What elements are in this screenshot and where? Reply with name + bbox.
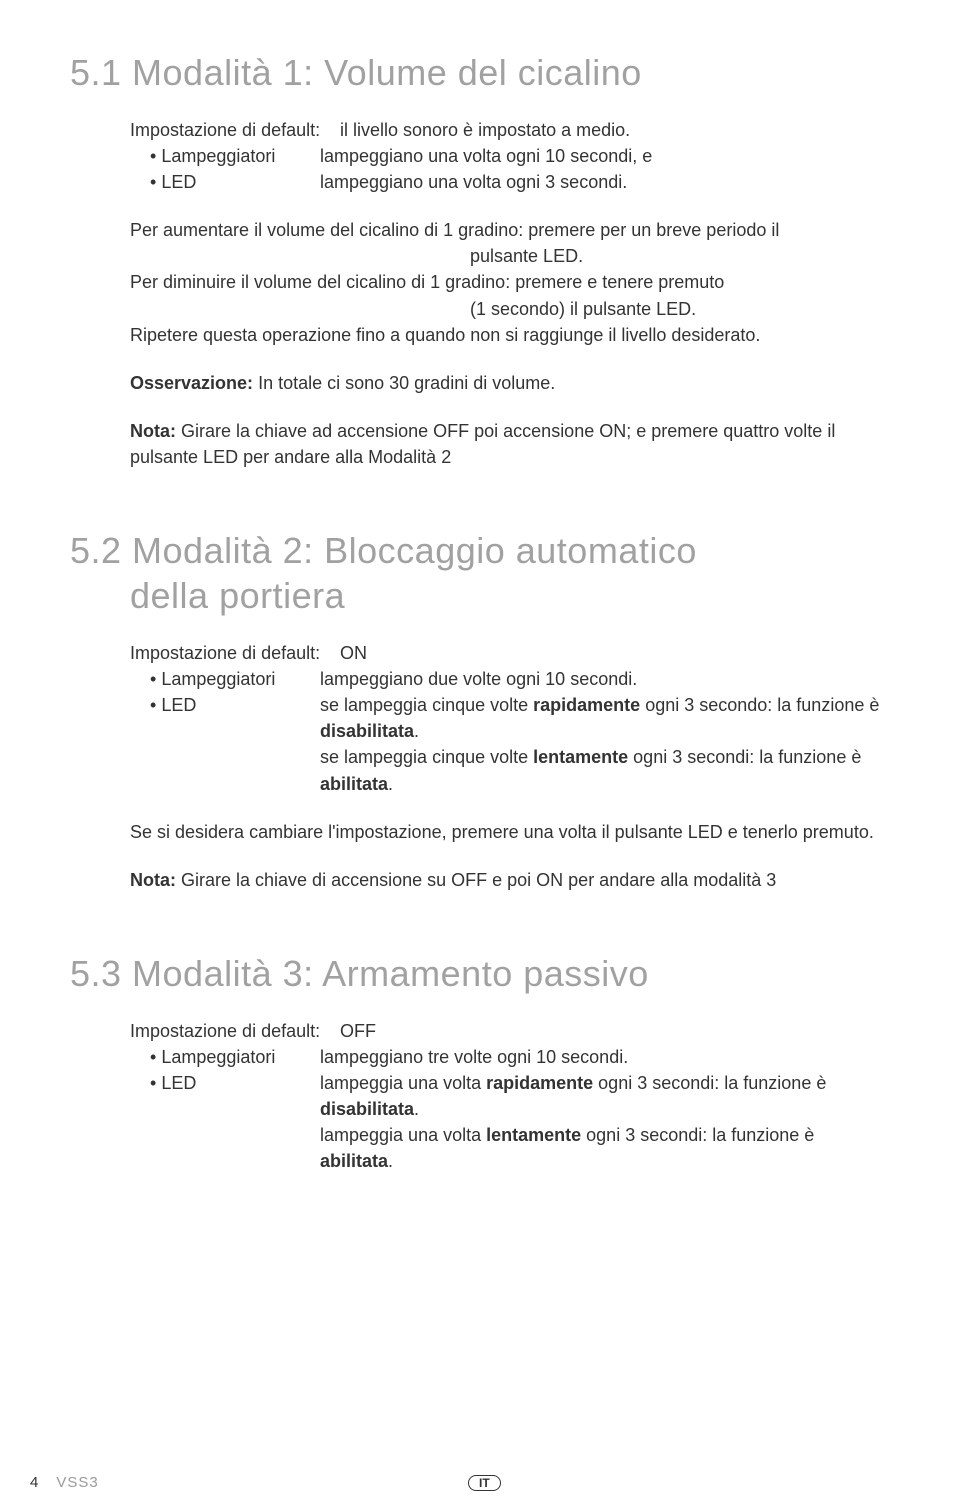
default-label: Impostazione di default: <box>130 117 340 143</box>
bullet-led-value-2: se lampeggia cinque volte rapidamente og… <box>320 692 890 796</box>
bullet-lampeggiatori: Lampeggiatori <box>130 143 320 169</box>
bullet-led-value-3: lampeggia una volta rapidamente ogni 3 s… <box>320 1070 890 1174</box>
s3-led-2b: lentamente <box>486 1125 581 1145</box>
footer-code: VSS3 <box>56 1474 98 1491</box>
default-value-2: ON <box>340 640 890 666</box>
s3-led-1e: . <box>414 1099 419 1119</box>
s2-led-2d: abilitata <box>320 774 388 794</box>
s2-led-1d: disabilitata <box>320 721 414 741</box>
bullet-lampeggiatori-3: Lampeggiatori <box>130 1044 320 1070</box>
s2-led-1a: se lampeggia cinque volte <box>320 695 533 715</box>
s2-led-2e: . <box>388 774 393 794</box>
s2-led-2b: lentamente <box>533 747 628 767</box>
section-5-2-heading: 5.2 Modalità 2: Bloccaggio automatico de… <box>70 528 890 618</box>
bullet-lampeggiatori-value: lampeggiano una volta ogni 10 secondi, e <box>320 143 890 169</box>
bullet-lampeggiatori-value-3: lampeggiano tre volte ogni 10 secondi. <box>320 1044 890 1070</box>
nota-label: Nota: <box>130 421 176 441</box>
section-5-3-body: Impostazione di default: OFF Lampeggiato… <box>70 1018 890 1175</box>
default-setting-block-2: Impostazione di default: ON Lampeggiator… <box>130 640 890 797</box>
increase-line-1: Per aumentare il volume del cicalino di … <box>130 217 890 243</box>
default-label-3: Impostazione di default: <box>130 1018 340 1044</box>
bullet-led-value: lampeggiano una volta ogni 3 secondi. <box>320 169 890 195</box>
default-setting-block-3: Impostazione di default: OFF Lampeggiato… <box>130 1018 890 1175</box>
bullet-lampeggiatori-2: Lampeggiatori <box>130 666 320 692</box>
nota-body-2: Girare la chiave di accensione su OFF e … <box>176 870 776 890</box>
page-footer: 4 VSS3 IT <box>30 1474 930 1491</box>
nota-text-2: Nota: Girare la chiave di accensione su … <box>130 867 890 893</box>
s3-led-2e: . <box>388 1151 393 1171</box>
increase-line-2: pulsante LED. <box>130 243 890 269</box>
default-setting-block: Impostazione di default: il livello sono… <box>130 117 890 195</box>
decrease-line-1: Per diminuire il volume del cicalino di … <box>130 269 890 295</box>
section-5-2-body: Impostazione di default: ON Lampeggiator… <box>70 640 890 893</box>
bullet-lampeggiatori-value-2: lampeggiano due volte ogni 10 secondi. <box>320 666 890 692</box>
bullet-led-3: LED <box>130 1070 320 1174</box>
change-setting-text: Se si desidera cambiare l'impostazione, … <box>130 819 890 845</box>
nota-text: Nota: Girare la chiave ad accensione OFF… <box>130 418 890 470</box>
repeat-text: Ripetere questa operazione fino a quando… <box>130 322 890 348</box>
page-number: 4 <box>30 1474 38 1491</box>
observation-body: In totale ci sono 30 gradini di volume. <box>253 373 555 393</box>
s2-led-1b: rapidamente <box>533 695 640 715</box>
decrease-volume-text: Per diminuire il volume del cicalino di … <box>130 269 890 321</box>
increase-volume-text: Per aumentare il volume del cicalino di … <box>130 217 890 269</box>
decrease-line-2: (1 secondo) il pulsante LED. <box>130 296 890 322</box>
nota-body: Girare la chiave ad accensione OFF poi a… <box>130 421 835 467</box>
s3-led-1a: lampeggia una volta <box>320 1073 486 1093</box>
nota-label-2: Nota: <box>130 870 176 890</box>
s2-led-1c: ogni 3 secondo: la funzione è <box>640 695 879 715</box>
section-5-1-heading: 5.1 Modalità 1: Volume del cicalino <box>70 50 890 95</box>
default-value: il livello sonoro è impostato a medio. <box>340 117 890 143</box>
s3-led-2a: lampeggia una volta <box>320 1125 486 1145</box>
s2-led-2a: se lampeggia cinque volte <box>320 747 533 767</box>
s3-led-1d: disabilitata <box>320 1099 414 1119</box>
s3-led-1c: ogni 3 secondi: la funzione è <box>593 1073 826 1093</box>
observation-label: Osservazione: <box>130 373 253 393</box>
s2-led-1e: . <box>414 721 419 741</box>
heading-5-2-line1: 5.2 Modalità 2: Bloccaggio automatico <box>70 530 697 571</box>
footer-language-badge: IT <box>468 1475 501 1491</box>
s3-led-1b: rapidamente <box>486 1073 593 1093</box>
default-value-3: OFF <box>340 1018 890 1044</box>
observation-text: Osservazione: In totale ci sono 30 gradi… <box>130 370 890 396</box>
s2-led-2c: ogni 3 secondi: la funzione è <box>628 747 861 767</box>
s3-led-2d: abilitata <box>320 1151 388 1171</box>
section-5-1-body: Impostazione di default: il livello sono… <box>70 117 890 470</box>
heading-5-2-line2: della portiera <box>70 573 890 618</box>
section-5-3-heading: 5.3 Modalità 3: Armamento passivo <box>70 951 890 996</box>
bullet-led: LED <box>130 169 320 195</box>
s3-led-2c: ogni 3 secondi: la funzione è <box>581 1125 814 1145</box>
bullet-led-2: LED <box>130 692 320 796</box>
default-label-2: Impostazione di default: <box>130 640 340 666</box>
